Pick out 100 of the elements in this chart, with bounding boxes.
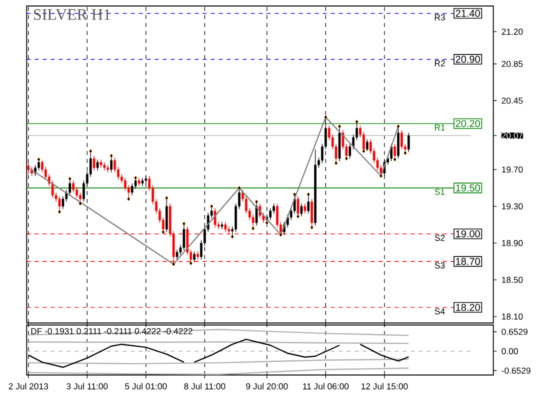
candlestick bbox=[272, 203, 275, 214]
candlestick bbox=[400, 130, 403, 150]
point bbox=[344, 156, 348, 161]
candlestick bbox=[41, 160, 44, 173]
candlestick bbox=[127, 184, 130, 200]
point bbox=[404, 150, 407, 156]
point bbox=[78, 201, 82, 206]
point bbox=[355, 120, 358, 124]
candlestick bbox=[193, 250, 196, 263]
point bbox=[338, 124, 342, 128]
y-tick-label: -0.6529 bbox=[502, 368, 530, 374]
y-tick-label: 0.6529 bbox=[502, 328, 528, 335]
candlestick bbox=[176, 249, 178, 260]
point bbox=[251, 226, 255, 230]
candlestick bbox=[58, 196, 61, 212]
candlestick bbox=[366, 138, 368, 152]
point bbox=[396, 124, 400, 128]
point bbox=[58, 210, 62, 214]
y-tick-label: 18.50 bbox=[502, 276, 523, 283]
candlestick bbox=[138, 177, 140, 186]
y-tick-label: 0.00 bbox=[502, 348, 518, 354]
point bbox=[310, 225, 314, 230]
candlestick bbox=[103, 162, 106, 171]
line-series bbox=[28, 368, 410, 375]
y-tick-label: 18.90 bbox=[502, 240, 523, 246]
candlestick bbox=[96, 159, 99, 171]
point bbox=[182, 222, 186, 226]
candlestick bbox=[144, 176, 148, 184]
candlestick bbox=[44, 166, 47, 180]
annotation: 18.20 bbox=[456, 304, 480, 311]
point bbox=[393, 157, 396, 162]
x-tick-label: 3 Jul 11:00 bbox=[66, 383, 108, 390]
candlestick bbox=[110, 155, 113, 173]
candlestick bbox=[245, 196, 248, 214]
y-tick-label: 20.85 bbox=[502, 60, 523, 67]
point bbox=[334, 161, 338, 166]
candlestick bbox=[114, 157, 116, 173]
point bbox=[162, 230, 165, 234]
candlestick bbox=[214, 208, 216, 228]
point bbox=[165, 196, 168, 200]
point bbox=[68, 176, 72, 181]
x-tick-label: 8 Jul 11:00 bbox=[184, 383, 226, 390]
annotation: 21.40 bbox=[456, 10, 480, 17]
annotation: 20.90 bbox=[456, 56, 480, 63]
candlestick bbox=[141, 177, 144, 186]
candlestick bbox=[92, 155, 96, 171]
y-tick-label: 21.20 bbox=[502, 28, 523, 35]
annotation: 19.50 bbox=[456, 184, 480, 192]
candlestick bbox=[310, 198, 314, 228]
point bbox=[254, 200, 258, 204]
point bbox=[134, 176, 138, 180]
candlestick bbox=[182, 223, 186, 251]
ref-line-label: S3 bbox=[434, 262, 445, 269]
point bbox=[210, 204, 214, 208]
point bbox=[127, 196, 130, 202]
x-tick-label: 12 Jul 15:00 bbox=[362, 383, 408, 390]
x-tick-label: 2 Jul 2013 bbox=[8, 383, 48, 390]
y-tick-label: 20.07 bbox=[502, 132, 523, 139]
point bbox=[172, 262, 176, 266]
x-tick-label: 11 Jul 06:00 bbox=[303, 383, 349, 390]
ref-line-label: R3 bbox=[434, 14, 445, 20]
candlestick bbox=[300, 203, 303, 217]
candlestick bbox=[220, 222, 224, 230]
point bbox=[89, 149, 92, 154]
point bbox=[230, 234, 234, 239]
point bbox=[324, 115, 328, 120]
ref-line-label: R2 bbox=[434, 60, 445, 66]
candlestick bbox=[362, 132, 365, 152]
candlestick bbox=[224, 222, 227, 232]
chart-title: DF -0.1931 0.2111 -0.2111 0.4222 -0.4222 bbox=[31, 328, 192, 334]
candlestick bbox=[130, 183, 134, 196]
y-tick-label: 18.10 bbox=[502, 314, 523, 320]
y-tick-label: 19.70 bbox=[502, 166, 523, 173]
candlestick bbox=[269, 208, 272, 220]
line-series bbox=[28, 116, 399, 265]
candlestick bbox=[72, 180, 75, 193]
candlestick bbox=[124, 177, 126, 192]
y-tick-label: 19.30 bbox=[502, 203, 523, 210]
candlestick bbox=[38, 159, 40, 171]
annotation: 20.20 bbox=[456, 120, 480, 128]
point bbox=[306, 192, 310, 196]
point bbox=[110, 154, 113, 158]
ref-line-label: S1 bbox=[434, 188, 445, 195]
x-tick-label: 5 Jul 01:00 bbox=[125, 383, 167, 390]
ref-line-label: S2 bbox=[434, 234, 445, 241]
point bbox=[362, 149, 366, 154]
candlestick bbox=[165, 198, 168, 232]
x-tick-label: 9 Jul 20:00 bbox=[246, 383, 288, 390]
point bbox=[37, 157, 40, 162]
point bbox=[292, 192, 296, 196]
annotation: 18.70 bbox=[456, 258, 480, 265]
point bbox=[279, 232, 282, 237]
annotation: 19.00 bbox=[456, 230, 480, 238]
ref-line-label: R1 bbox=[434, 124, 445, 131]
chart-title: SILVER H1 bbox=[34, 9, 110, 20]
candlestick bbox=[79, 192, 82, 204]
candlestick bbox=[296, 196, 300, 217]
candlestick bbox=[307, 194, 310, 214]
candlestick bbox=[76, 186, 78, 198]
line-series bbox=[194, 338, 340, 363]
